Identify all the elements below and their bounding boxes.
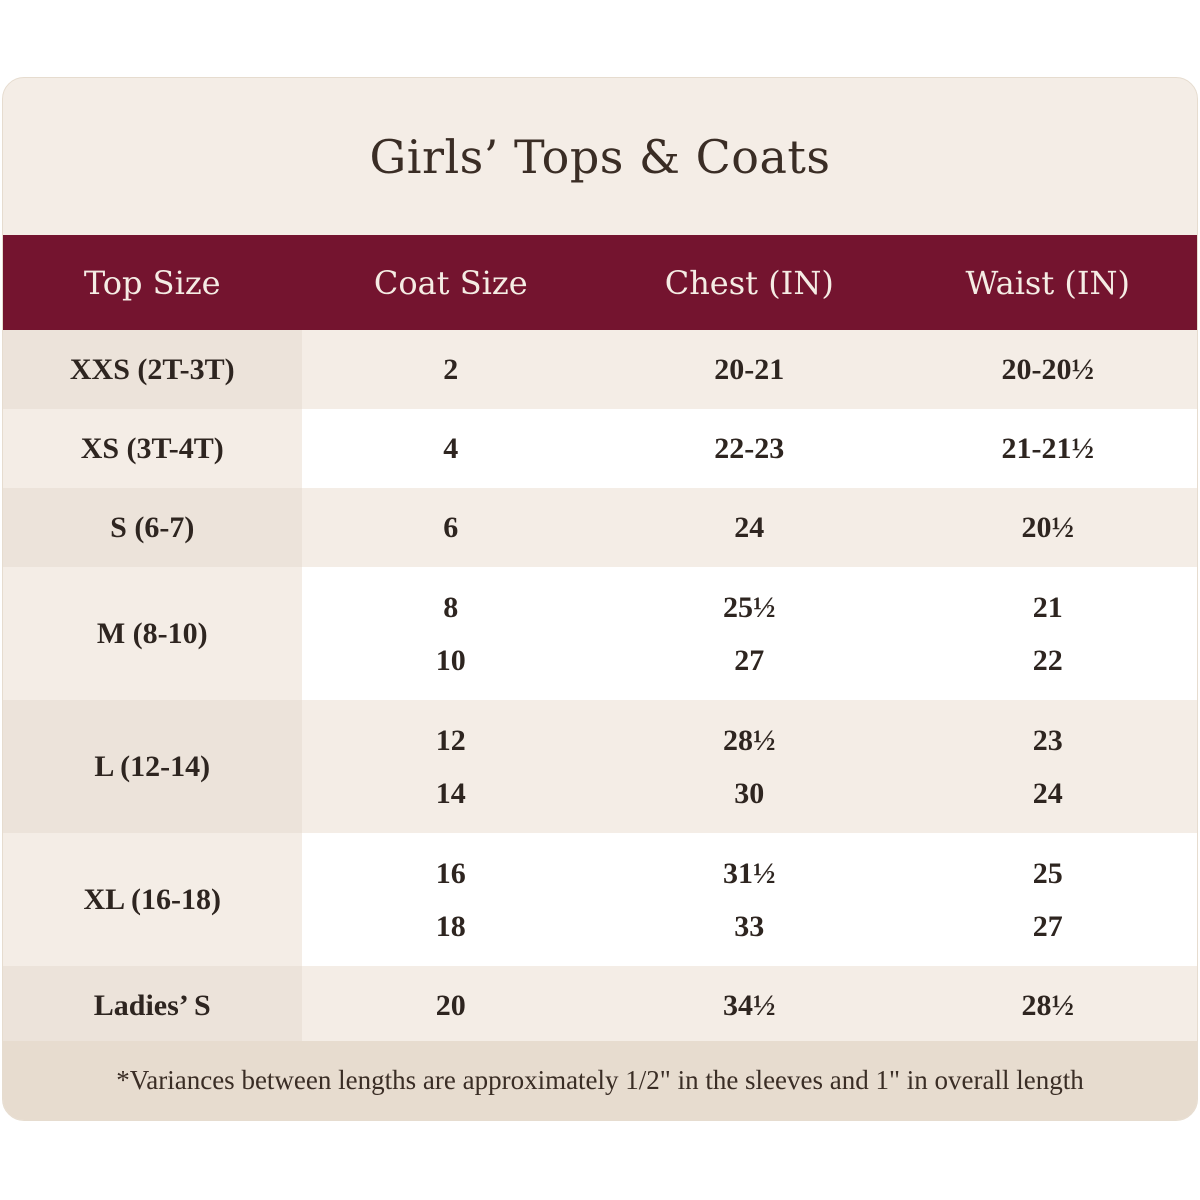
table-body: XXS (2T-3T) 2 20-21 20-20½ XS (3T-4T) 4 … <box>3 330 1197 1045</box>
table-row: Ladies’ S 20 34½ 28½ <box>3 966 1197 1045</box>
chest-cell: 25½ 27 <box>723 590 776 677</box>
table-header: Top Size Coat Size Chest (IN) Waist (IN) <box>3 235 1197 330</box>
coat-size-cell: 6 <box>443 511 459 544</box>
size-chart-card: Girls’ Tops & Coats Top Size Coat Size C… <box>2 77 1198 1121</box>
waist-cell: 28½ <box>1021 989 1075 1022</box>
table-row: S (6-7) 6 24 20½ <box>3 488 1197 567</box>
top-size-cell: XL (16-18) <box>3 833 302 966</box>
top-size-cell: XS (3T-4T) <box>3 409 302 488</box>
coat-size-cell: 16 18 <box>435 856 466 943</box>
coat-size-cell: 12 14 <box>435 723 466 810</box>
waist-cell: 21-21½ <box>1001 432 1095 465</box>
coat-size-cell: 8 10 <box>435 590 466 677</box>
top-size-cell: S (6-7) <box>3 488 302 567</box>
column-header-chest: Chest (IN) <box>664 263 834 302</box>
coat-size-cell: 4 <box>443 432 459 465</box>
waist-cell: 20½ <box>1021 511 1075 544</box>
waist-cell: 25 27 <box>1032 856 1063 943</box>
waist-cell: 20-20½ <box>1001 353 1095 386</box>
table-row: M (8-10) 8 10 25½ 27 21 22 <box>3 567 1197 700</box>
table-row: XL (16-18) 16 18 31½ 33 25 27 <box>3 833 1197 966</box>
chest-cell: 28½ 30 <box>723 723 776 810</box>
footnote: *Variances between lengths are approxima… <box>3 1041 1197 1120</box>
table-row: L (12-14) 12 14 28½ 30 23 24 <box>3 700 1197 833</box>
column-header-waist: Waist (IN) <box>965 263 1130 302</box>
top-size-cell: M (8-10) <box>3 567 302 700</box>
waist-cell: 21 22 <box>1032 590 1063 677</box>
table-row: XXS (2T-3T) 2 20-21 20-20½ <box>3 330 1197 409</box>
column-header-coat-size: Coat Size <box>373 263 528 302</box>
waist-cell: 23 24 <box>1032 723 1063 810</box>
chest-cell: 31½ 33 <box>723 856 776 943</box>
chest-cell: 22-23 <box>714 432 785 465</box>
chest-cell: 24 <box>734 511 765 544</box>
top-size-cell: L (12-14) <box>3 700 302 833</box>
chest-cell: 20-21 <box>714 353 785 386</box>
table-row: XS (3T-4T) 4 22-23 21-21½ <box>3 409 1197 488</box>
column-header-top-size: Top Size <box>83 263 221 302</box>
chest-cell: 34½ <box>723 989 776 1022</box>
top-size-cell: Ladies’ S <box>3 966 302 1045</box>
top-size-cell: XXS (2T-3T) <box>3 330 302 409</box>
chart-title: Girls’ Tops & Coats <box>369 129 831 184</box>
coat-size-cell: 2 <box>443 353 459 386</box>
coat-size-cell: 20 <box>435 989 466 1022</box>
